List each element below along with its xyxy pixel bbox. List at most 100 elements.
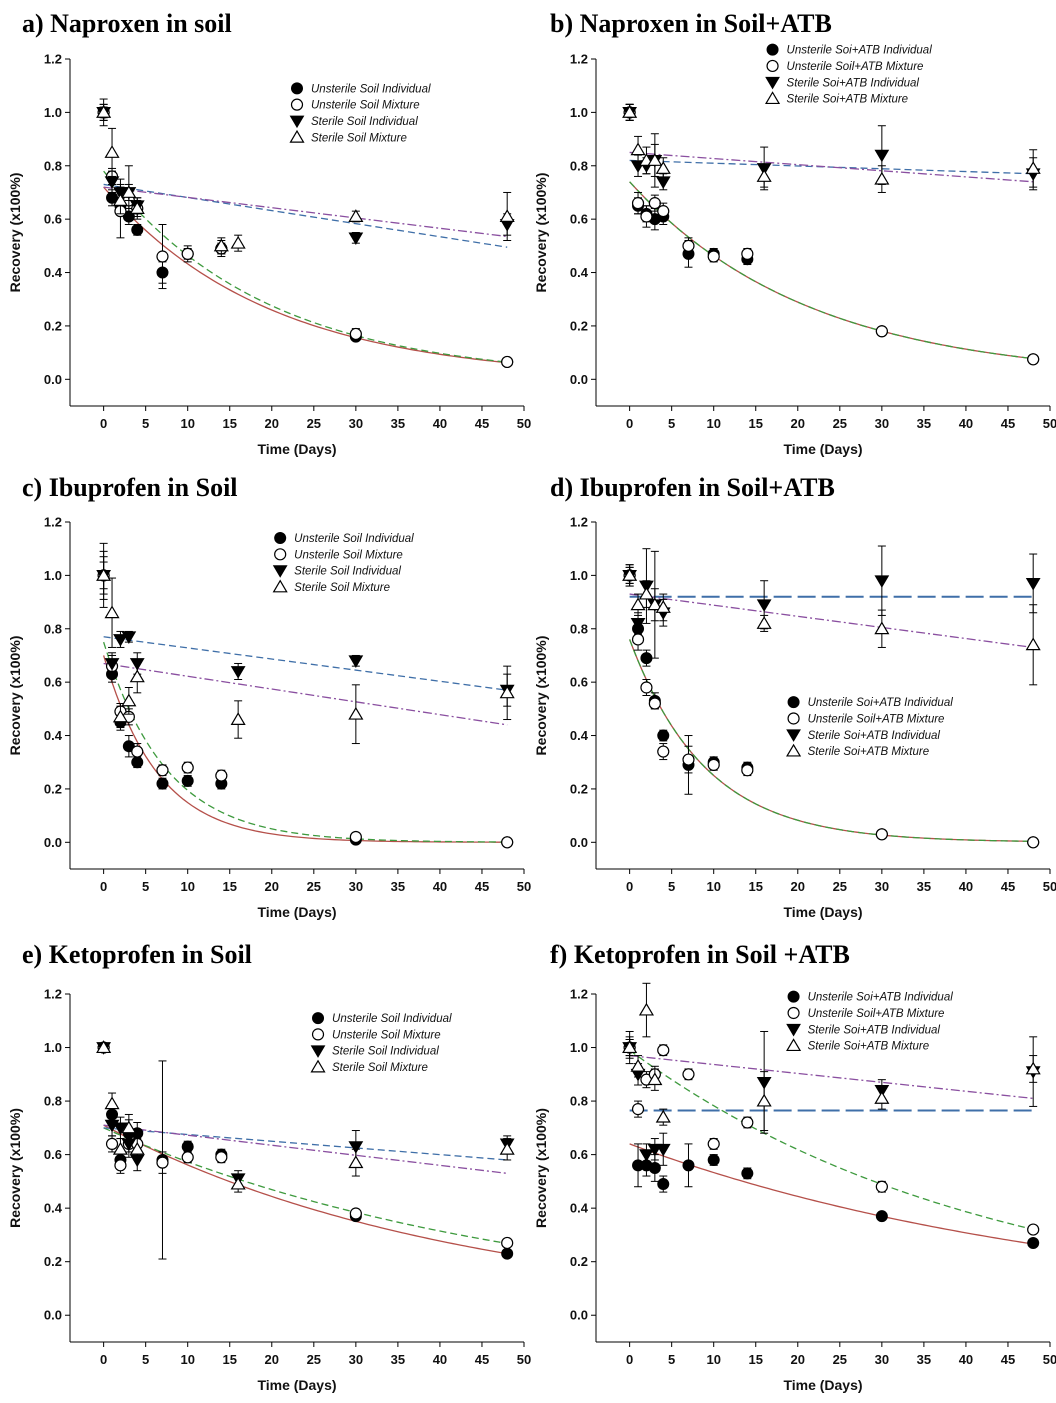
legend-marker: [765, 76, 780, 90]
data-point: [348, 706, 364, 720]
y-tick-label: 1.2: [44, 987, 62, 1002]
data-point: [104, 145, 120, 158]
y-tick-label: 1.0: [44, 1040, 62, 1055]
series-2: [97, 103, 514, 369]
chart-title: d) Ibuprofen in Soil+ATB: [550, 473, 835, 502]
data-point: [741, 1116, 754, 1129]
x-tick-label: 35: [917, 879, 931, 894]
data-point: [1025, 1061, 1041, 1075]
y-tick-label: 0.4: [44, 728, 63, 743]
legend-marker: [312, 1012, 325, 1025]
fit-curve-2: [103, 1127, 508, 1245]
x-tick-label: 40: [433, 416, 447, 431]
data-point: [756, 599, 772, 612]
fit-curve-3: [103, 1127, 508, 1161]
y-tick-label: 0.6: [44, 212, 62, 227]
x-tick-label: 30: [349, 1352, 363, 1367]
legend-label: Unsterile Soil Mixture: [311, 100, 420, 112]
legend-marker: [787, 1006, 800, 1020]
y-tick-label: 0.6: [44, 675, 62, 690]
legend-marker: [766, 59, 779, 73]
legend: Unsterile Soil Individual Unsterile Soil …: [289, 82, 431, 144]
x-tick-label: 20: [265, 1352, 279, 1367]
data-point: [104, 605, 120, 619]
legend: Unsterile Soi+ATB Individual Unsterile So…: [786, 990, 953, 1053]
x-tick-label: 10: [180, 879, 194, 894]
fit-curve-1: [103, 186, 508, 364]
legend-label: Sterile Soil Individual: [332, 1046, 439, 1058]
data-point: [1025, 161, 1041, 174]
x-tick-label: 40: [433, 1352, 447, 1367]
fit-curves: [629, 151, 1034, 360]
y-tick-label: 1.2: [44, 515, 62, 530]
y-tick-label: 0.8: [44, 621, 62, 636]
legend-marker: [787, 712, 800, 725]
data-point: [875, 1210, 888, 1223]
data-point: [1027, 1236, 1040, 1249]
data-point: [707, 758, 720, 772]
x-tick-label: 25: [833, 416, 847, 431]
data-point: [105, 1137, 119, 1151]
legend-label: Unsterile Soil Mixture: [332, 1029, 441, 1041]
series-2: [623, 1039, 1040, 1236]
y-tick-label: 1.2: [570, 987, 588, 1002]
legend: Unsterile Soil Individual Unsterile Soil …: [310, 1012, 452, 1074]
x-tick-label: 45: [1001, 879, 1015, 894]
series-3: [96, 103, 515, 245]
x-tick-label: 30: [875, 416, 889, 431]
data-point: [682, 753, 695, 766]
y-tick-label: 0.2: [570, 781, 588, 796]
y-axis-label: Recovery (x100%): [7, 636, 23, 756]
data-point: [215, 769, 228, 782]
data-point: [131, 745, 144, 758]
legend-label: Sterile Soil Individual: [294, 566, 401, 578]
series-4: [622, 103, 1041, 193]
chart-title: b) Naproxen in Soil+ATB: [550, 9, 832, 38]
data-point: [875, 828, 888, 841]
series-1: [97, 106, 514, 368]
x-tick-label: 30: [875, 1352, 889, 1367]
data-point: [112, 1141, 128, 1155]
x-tick-label: 45: [475, 1352, 489, 1367]
data-point: [875, 325, 888, 338]
data-point: [181, 247, 194, 260]
legend-marker: [274, 548, 287, 561]
x-tick-label: 5: [142, 416, 149, 431]
legend-label: Unsterile Soi+ATB Individual: [808, 697, 954, 709]
x-tick-label: 35: [917, 416, 931, 431]
fit-curve-4: [629, 593, 1034, 649]
x-tick-label: 35: [917, 1352, 931, 1367]
data-point: [874, 149, 890, 163]
chart-panel-2: b) Naproxen in Soil+ATB 0.0 0.2 0.4 0.6 0.8 1.…: [533, 9, 1056, 457]
chart-panel-6: f) Ketoprofen in Soil +ATB 0.0 0.2 0.4 0.6 0.…: [533, 940, 1056, 1393]
data-point: [648, 197, 661, 210]
legend: Unsterile Soi+ATB Individual Unsterile So…: [765, 43, 932, 106]
legend-marker: [274, 532, 287, 545]
series-4: [622, 982, 1041, 1132]
data-point: [213, 238, 229, 252]
data-point: [630, 142, 646, 156]
data-point: [1025, 578, 1041, 591]
y-tick-label: 0.2: [44, 1254, 62, 1269]
x-tick-label: 50: [517, 1352, 531, 1367]
data-point: [707, 1153, 720, 1166]
data-point: [631, 633, 645, 646]
legend-label: Unsterile Soil Individual: [294, 533, 414, 545]
data-point: [104, 658, 120, 671]
data-point: [121, 631, 137, 644]
y-tick-label: 0.0: [570, 372, 588, 387]
data-point: [113, 634, 128, 647]
y-axis-label: Recovery (x100%): [533, 173, 549, 293]
data-point: [622, 1040, 638, 1054]
legend-marker: [310, 1059, 326, 1073]
data-point: [181, 774, 194, 787]
y-tick-label: 0.8: [570, 158, 588, 173]
legend-marker: [787, 696, 800, 709]
y-tick-label: 0.6: [570, 675, 588, 690]
data-point: [230, 1176, 246, 1190]
series-1: [623, 1039, 1040, 1249]
data-point: [707, 1137, 720, 1151]
y-tick-label: 1.2: [570, 52, 588, 67]
fit-curve-1: [629, 181, 1034, 360]
legend-marker: [766, 43, 779, 56]
